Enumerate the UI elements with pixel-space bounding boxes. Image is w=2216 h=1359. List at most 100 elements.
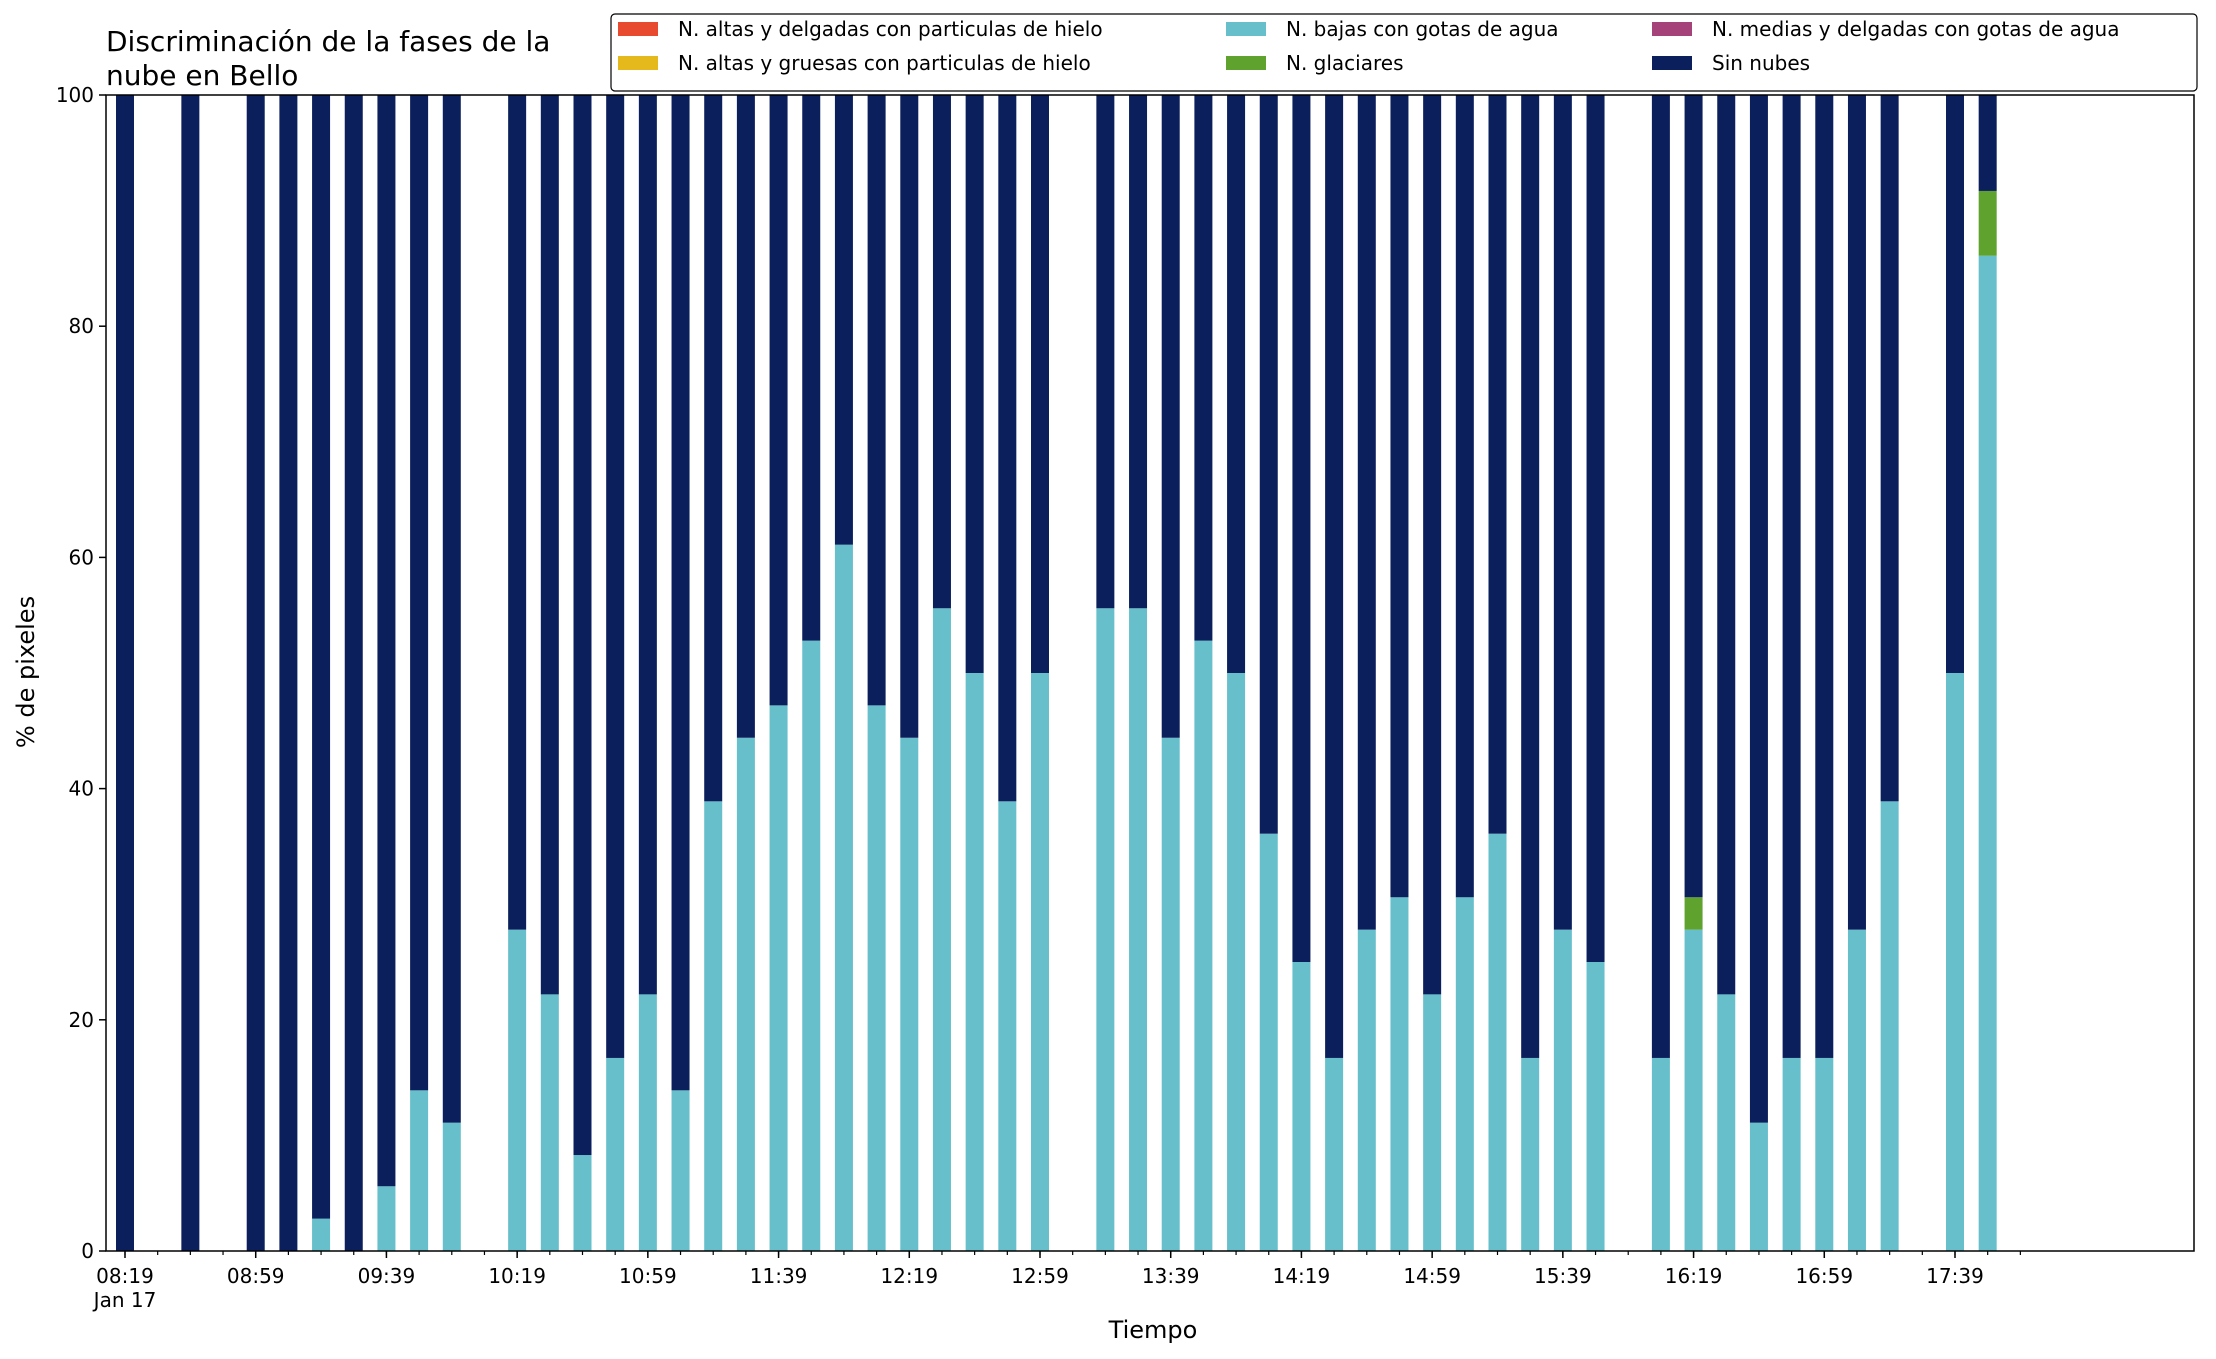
legend-swatch xyxy=(1652,56,1692,70)
bar-segment xyxy=(834,95,853,545)
bar-segment xyxy=(1749,95,1768,1123)
x-tick-label: 10:19 xyxy=(488,1264,546,1288)
bar-segment xyxy=(1259,833,1278,1251)
bar-segment xyxy=(1684,897,1703,930)
bar-segment xyxy=(1782,1057,1801,1251)
bar-segment xyxy=(998,801,1017,1251)
bar-segment xyxy=(834,544,853,1251)
plot-frame xyxy=(105,94,2195,1252)
bar-segment xyxy=(1521,1057,1540,1251)
legend-swatch xyxy=(618,56,658,70)
bar-segment xyxy=(671,95,690,1091)
x-tick-label: 17:39 xyxy=(1926,1264,1984,1288)
legend-swatch xyxy=(618,22,658,36)
bar-segment xyxy=(1455,897,1474,1251)
bar-segment xyxy=(279,95,298,1251)
bar-segment xyxy=(508,95,527,930)
bar-segment xyxy=(1357,95,1376,930)
bar-segment xyxy=(1782,95,1801,1058)
chart-title-line: Discriminación de la fases de la xyxy=(106,25,550,58)
bar-segment xyxy=(965,95,984,673)
bar-segment xyxy=(1423,994,1442,1251)
x-tick-label: 12:59 xyxy=(1011,1264,1069,1288)
x-axis-label: Tiempo xyxy=(1108,1316,1198,1344)
bar-segment xyxy=(736,95,755,738)
bar-segment xyxy=(573,1155,592,1251)
bar-segment xyxy=(1978,255,1997,1251)
bar-segment xyxy=(932,608,951,1251)
bar-segment xyxy=(1684,95,1703,898)
y-tick-label: 40 xyxy=(69,777,94,801)
bar-segment xyxy=(671,1090,690,1251)
bar-segment xyxy=(1978,190,1997,256)
x-tick-label: 14:59 xyxy=(1403,1264,1461,1288)
bar-segment xyxy=(312,95,331,1219)
bar-segment xyxy=(1194,95,1213,641)
bar-segment xyxy=(181,95,200,1251)
bar-segment xyxy=(638,95,657,995)
bar-segment xyxy=(1096,95,1115,609)
bar-segment xyxy=(1259,95,1278,834)
legend-label: N. glaciares xyxy=(1286,51,1404,75)
x-tick-label: 16:19 xyxy=(1665,1264,1723,1288)
bar-segment xyxy=(1292,95,1311,962)
legend-swatch xyxy=(1652,22,1692,36)
x-tick-label: 15:39 xyxy=(1534,1264,1592,1288)
bar-segment xyxy=(442,95,461,1123)
x-tick-label: 14:19 xyxy=(1273,1264,1331,1288)
bar-segment xyxy=(802,640,821,1251)
bar-segment xyxy=(1096,608,1115,1251)
bar-segment xyxy=(1815,95,1834,1058)
y-tick-label: 100 xyxy=(56,83,94,107)
bar-segment xyxy=(246,95,265,1251)
bar-segment xyxy=(1488,833,1507,1251)
bar-segment xyxy=(1717,994,1736,1251)
legend-label: N. altas y delgadas con particulas de hi… xyxy=(678,17,1103,41)
x-tick-label: 08:19 Jan 17 xyxy=(92,1264,157,1312)
bar-segment xyxy=(1847,929,1866,1251)
legend-label: N. bajas con gotas de agua xyxy=(1286,17,1559,41)
x-tick-label: 11:39 xyxy=(750,1264,808,1288)
y-tick-label: 80 xyxy=(69,314,94,338)
bar-segment xyxy=(965,673,984,1251)
bar-segment xyxy=(932,95,951,609)
y-tick-label: 60 xyxy=(69,545,94,569)
bar-segment xyxy=(1946,95,1964,673)
bar-segment xyxy=(1880,801,1899,1251)
bar-segment xyxy=(377,1186,396,1251)
bar-segment xyxy=(1455,95,1474,898)
x-tick-label: 16:59 xyxy=(1795,1264,1853,1288)
bar-segment xyxy=(704,801,723,1251)
bar-segment xyxy=(1292,962,1311,1251)
bar-segment xyxy=(1357,929,1376,1251)
bar-segment xyxy=(1749,1122,1768,1251)
bar-segment xyxy=(116,95,134,1251)
bar-segment xyxy=(867,95,886,706)
bar-segment xyxy=(769,95,788,706)
bar-segment xyxy=(1390,897,1409,1251)
bar-segment xyxy=(802,95,821,641)
bar-segment xyxy=(736,737,755,1251)
bar-segment xyxy=(1031,95,1049,673)
legend-label: N. medias y delgadas con gotas de agua xyxy=(1712,17,2120,41)
bar-segment xyxy=(410,95,429,1091)
bar-segment xyxy=(1194,640,1213,1251)
bar-segment xyxy=(442,1122,461,1251)
bar-segment xyxy=(606,95,625,1058)
bar-segment xyxy=(1651,95,1670,1058)
bar-segment xyxy=(1978,95,1997,191)
y-axis-label: % de pixeles xyxy=(12,596,40,748)
x-tick-label: 12:19 xyxy=(880,1264,938,1288)
bar-segment xyxy=(377,95,396,1187)
bar-segment xyxy=(573,95,592,1156)
bar-segment xyxy=(1651,1057,1670,1251)
bar-segment xyxy=(1390,95,1409,898)
bar-segment xyxy=(638,994,657,1251)
bar-segment xyxy=(900,737,919,1251)
legend-label: N. altas y gruesas con particulas de hie… xyxy=(678,51,1091,75)
legend-box xyxy=(610,13,2198,92)
x-tick-label: 09:39 xyxy=(358,1264,416,1288)
